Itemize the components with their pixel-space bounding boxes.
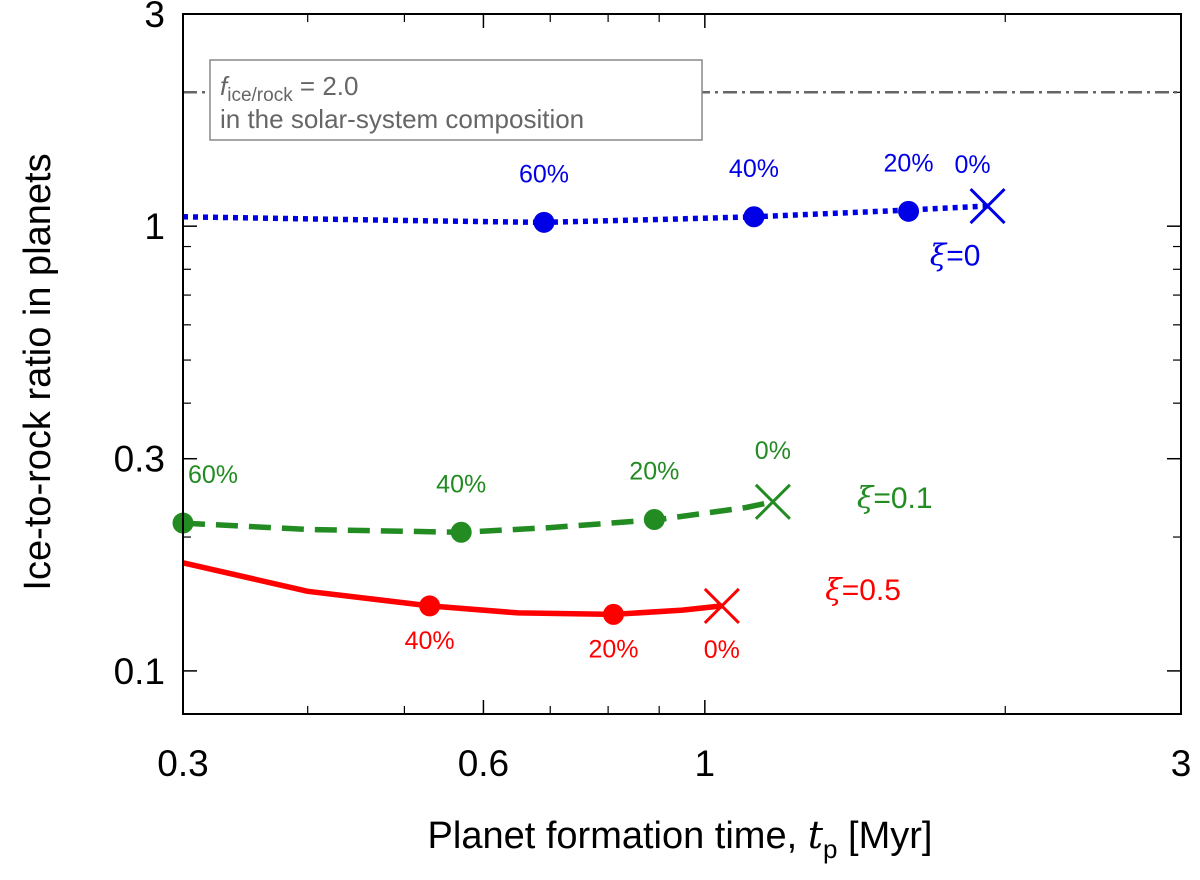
- series-label: ξ=0.5: [825, 573, 901, 608]
- data-point: [533, 211, 555, 233]
- series-label-symbol: ξ: [930, 238, 948, 273]
- end-marker: [969, 187, 1006, 225]
- series-xi=0.5: 40% 20% 0% ξ=0.5: [182, 560, 901, 664]
- x-axis-title: Planet formation time, tp [Myr]: [428, 813, 933, 864]
- series-xi=0.1: 60% 40% 20% 0% ξ=0.1: [172, 437, 933, 543]
- reference-label-sub: ice/rock: [227, 85, 293, 106]
- axis-ticks: 0.3 0.6 1 3 0.1 0.3 1 3: [114, 0, 1192, 784]
- y-tick-label: 1: [144, 206, 165, 247]
- end-point-label: 0%: [954, 151, 990, 179]
- point-label: 40%: [729, 155, 779, 183]
- end-marker: [754, 483, 791, 520]
- end-marker: [703, 587, 740, 624]
- point-label: 40%: [405, 627, 455, 655]
- point-label: 20%: [588, 635, 638, 663]
- data-point: [603, 603, 625, 625]
- series-line: [182, 203, 988, 226]
- y-tick-label: 3: [144, 0, 165, 35]
- series-label-value: =0: [946, 239, 980, 272]
- series-line: [182, 499, 774, 536]
- point-label: 20%: [629, 458, 679, 486]
- data-point: [898, 200, 920, 222]
- series-label-value: =0.1: [873, 482, 932, 515]
- series-label-symbol: ξ: [857, 481, 875, 516]
- y-tick-label: 0.3: [114, 439, 165, 480]
- series-layer: 60% 40% 20% 0%ξ=060% 40% 20%0%ξ=0.140% 20% 0%ξ=…: [172, 149, 1006, 664]
- series-label-value: =0.5: [842, 574, 901, 607]
- y-tick-label: 0.1: [114, 651, 165, 692]
- x-axis-title-text: Planet formation time,: [428, 815, 808, 857]
- reference-label-var: f: [220, 71, 230, 101]
- point-label: 60%: [519, 160, 569, 188]
- series-line: [182, 560, 723, 618]
- x-tick-label: 3: [1171, 743, 1192, 784]
- point-label: 20%: [884, 149, 934, 177]
- plot-frame: [182, 13, 1182, 715]
- point-label: 60%: [188, 461, 238, 489]
- y-axis-title: Ice-to-rock ratio in planets: [17, 153, 59, 590]
- end-point-label: 0%: [755, 437, 791, 465]
- series-label: ξ=0: [930, 238, 981, 273]
- data-point: [419, 595, 441, 617]
- reference-label-value: = 2.0: [293, 71, 359, 101]
- data-point: [743, 206, 765, 228]
- series-xi=0: 60% 40% 20% 0% ξ=0: [182, 149, 1006, 273]
- x-axis-title-sub: p: [823, 834, 837, 864]
- end-point-label: 0%: [704, 636, 740, 664]
- series-label: ξ=0.1: [857, 481, 933, 516]
- series-label-symbol: ξ: [825, 573, 843, 608]
- reference-label-line2: in the solar-system composition: [220, 104, 584, 134]
- point-label: 40%: [436, 470, 486, 498]
- reference-label: fice/rock = 2.0: [220, 71, 358, 106]
- x-tick-label: 0.6: [458, 743, 509, 784]
- x-axis-title-var: t: [808, 813, 824, 857]
- x-tick-label: 0.3: [157, 743, 208, 784]
- x-axis-title-unit: [Myr]: [837, 815, 932, 857]
- x-tick-label: 1: [695, 743, 716, 784]
- reference-legend-box: [209, 59, 703, 141]
- data-point: [643, 509, 665, 531]
- data-point: [450, 521, 472, 543]
